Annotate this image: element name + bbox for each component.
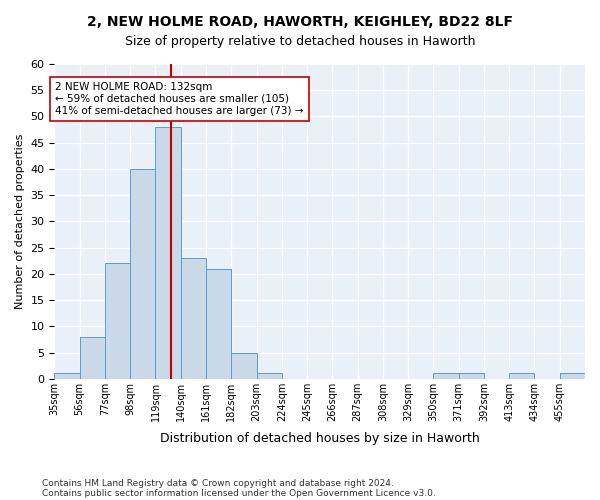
X-axis label: Distribution of detached houses by size in Haworth: Distribution of detached houses by size … bbox=[160, 432, 479, 445]
Bar bbox=[458, 374, 484, 378]
Text: Size of property relative to detached houses in Haworth: Size of property relative to detached ho… bbox=[125, 35, 475, 48]
Bar bbox=[130, 169, 155, 378]
Bar bbox=[181, 258, 206, 378]
Text: Contains public sector information licensed under the Open Government Licence v3: Contains public sector information licen… bbox=[42, 488, 436, 498]
Bar bbox=[560, 374, 585, 378]
Bar bbox=[55, 374, 80, 378]
Bar bbox=[509, 374, 535, 378]
Text: 2, NEW HOLME ROAD, HAWORTH, KEIGHLEY, BD22 8LF: 2, NEW HOLME ROAD, HAWORTH, KEIGHLEY, BD… bbox=[87, 15, 513, 29]
Bar bbox=[433, 374, 458, 378]
Bar bbox=[206, 268, 231, 378]
Bar bbox=[105, 264, 130, 378]
Text: Contains HM Land Registry data © Crown copyright and database right 2024.: Contains HM Land Registry data © Crown c… bbox=[42, 478, 394, 488]
Text: 2 NEW HOLME ROAD: 132sqm
← 59% of detached houses are smaller (105)
41% of semi-: 2 NEW HOLME ROAD: 132sqm ← 59% of detach… bbox=[55, 82, 304, 116]
Y-axis label: Number of detached properties: Number of detached properties bbox=[15, 134, 25, 309]
Bar bbox=[80, 337, 105, 378]
Bar bbox=[231, 352, 257, 378]
Bar bbox=[155, 127, 181, 378]
Bar bbox=[257, 374, 282, 378]
